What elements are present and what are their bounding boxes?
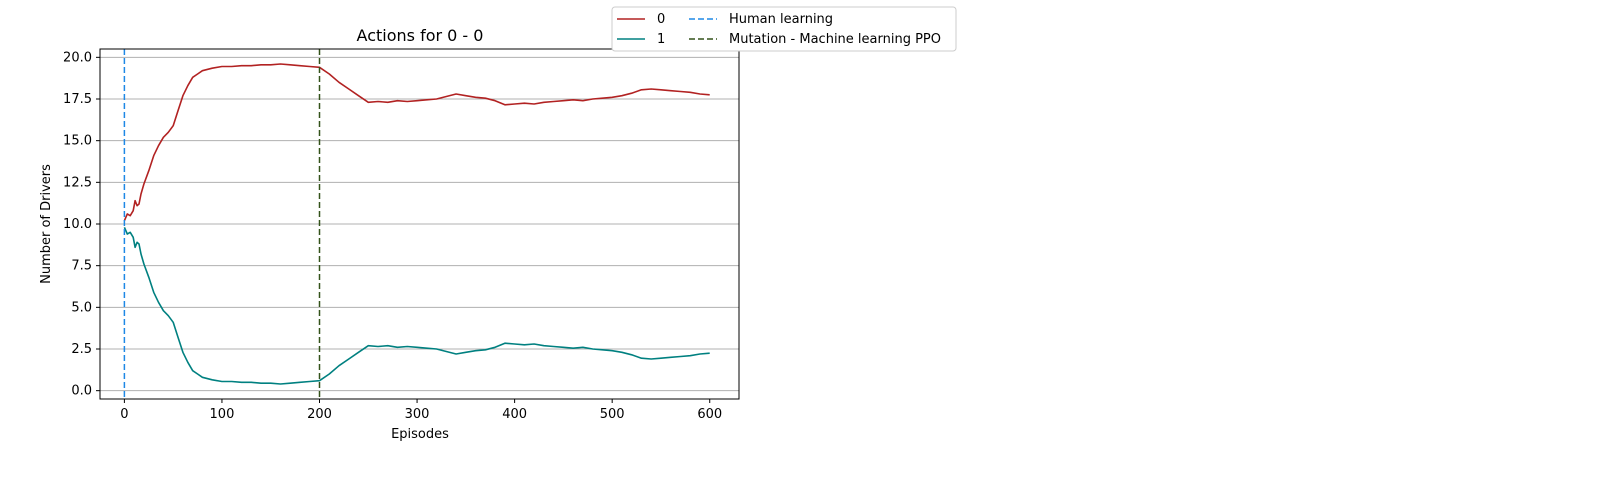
x-axis-label: Episodes — [391, 427, 449, 442]
legend: 0 1 Human learning Mutation - Machine learn… — [611, 6, 957, 52]
x-tick-label: 600 — [697, 407, 722, 422]
x-tick-label: 400 — [502, 407, 527, 422]
y-tick-label: 17.5 — [63, 92, 92, 107]
series-line-0 — [123, 63, 710, 222]
legend-entry-mutation-ppo: Mutation - Machine learning PPO — [689, 32, 941, 47]
vertical-markers — [123, 49, 321, 399]
x-tick-label: 0 — [120, 407, 128, 422]
legend-entry-human-learning: Human learning — [689, 12, 833, 27]
x-tick-label: 500 — [600, 407, 625, 422]
y-tick-label: 15.0 — [63, 134, 92, 149]
y-tick-label: 10.0 — [63, 217, 92, 232]
grid-lines — [100, 56, 739, 392]
y-tick-label: 2.5 — [71, 342, 92, 357]
legend-label: 1 — [657, 32, 665, 47]
x-tick-label: 100 — [210, 407, 235, 422]
y-axis-ticks: 0.0 2.5 5.0 7.5 10.0 12.5 15.0 17.5 20.0 — [63, 50, 100, 399]
series-lines — [123, 63, 710, 385]
legend-entry-0: 0 — [617, 12, 665, 27]
legend-frame — [611, 6, 957, 52]
y-tick-label: 7.5 — [71, 259, 92, 274]
y-axis-label: Number of Drivers — [39, 164, 54, 284]
y-tick-label: 12.5 — [63, 175, 92, 190]
y-tick-label: 20.0 — [63, 50, 92, 65]
y-tick-label: 5.0 — [71, 300, 92, 315]
y-tick-label: 0.0 — [71, 384, 92, 399]
x-tick-label: 200 — [307, 407, 332, 422]
legend-entry-1: 1 — [617, 32, 665, 47]
legend-label: 0 — [657, 12, 665, 27]
legend-label: Human learning — [729, 12, 833, 27]
series-line-1 — [123, 226, 710, 385]
x-axis-ticks: 0 100 200 300 400 500 600 — [120, 399, 722, 422]
chart-title: Actions for 0 - 0 — [357, 26, 484, 45]
legend-label: Mutation - Machine learning PPO — [729, 32, 941, 47]
x-tick-label: 300 — [405, 407, 430, 422]
